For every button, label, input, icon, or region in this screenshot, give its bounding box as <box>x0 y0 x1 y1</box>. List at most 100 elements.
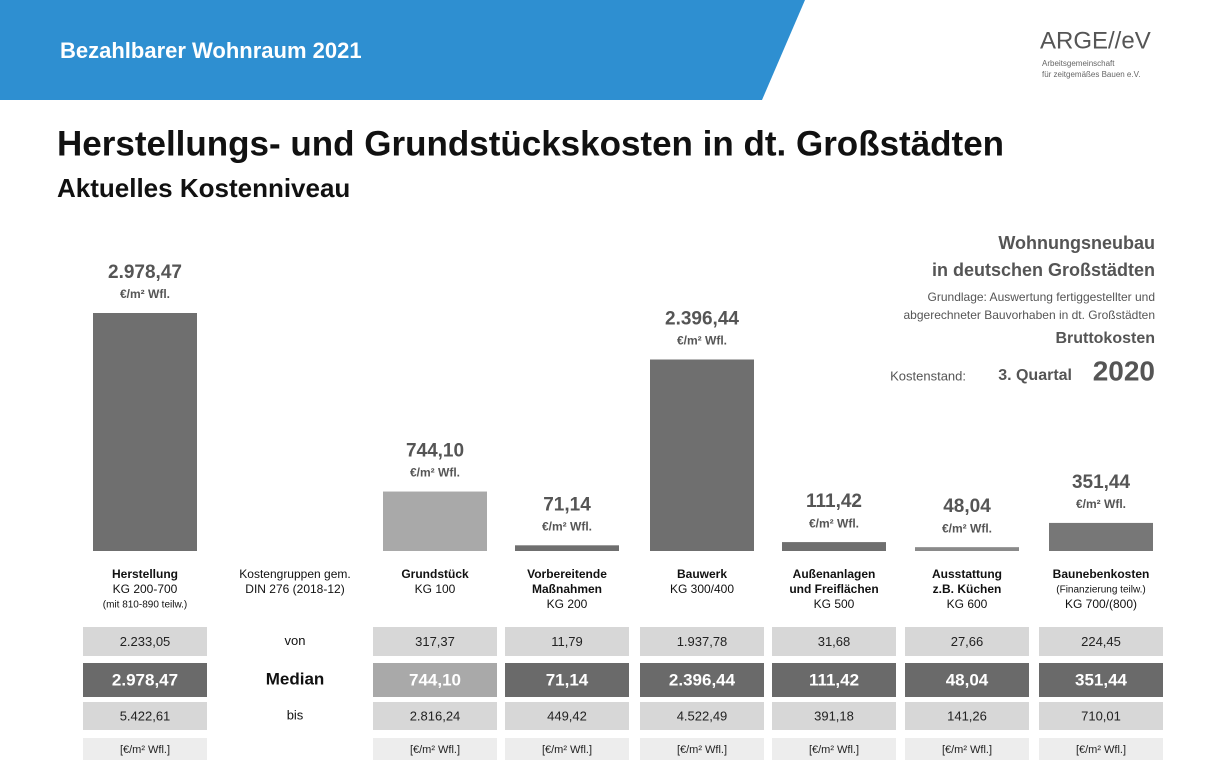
banner-title: Bezahlbarer Wohnraum 2021 <box>60 38 362 63</box>
cell-value: 2.233,05 <box>120 634 171 649</box>
logo-sub: für zeitgemäßes Bauen e.V. <box>1042 70 1140 79</box>
cell-value: 744,10 <box>409 670 461 689</box>
table-cell <box>373 627 497 656</box>
banner <box>0 0 805 100</box>
category-detail: KG 600 <box>947 597 988 611</box>
info-kind: Bruttokosten <box>1055 330 1155 347</box>
value-label: 2.978,47 <box>108 262 182 283</box>
unit-cell <box>640 738 764 760</box>
category-title: z.B. Küchen <box>933 582 1002 596</box>
info-basis: Grundlage: Auswertung fertiggestellter u… <box>928 290 1155 304</box>
table-cell <box>83 702 207 730</box>
value-label: 48,04 <box>943 496 991 517</box>
bar <box>915 547 1019 551</box>
category-detail: KG 200-700 <box>113 582 178 596</box>
category-title: Grundstück <box>401 567 469 581</box>
cell-value: 48,04 <box>946 670 989 689</box>
table-cell <box>640 702 764 730</box>
table-cell <box>83 627 207 656</box>
value-unit: €/m² Wfl. <box>942 521 992 535</box>
info-quarter: 3. Quartal <box>998 367 1072 384</box>
logo: ARGE//eV <box>1040 27 1151 54</box>
group-label: Kostengruppen gem. <box>239 567 350 581</box>
cell-value: 391,18 <box>814 708 854 723</box>
table-cell <box>505 702 629 730</box>
value-unit: €/m² Wfl. <box>677 334 727 348</box>
logo-sub: Arbeitsgemeinschaft <box>1042 59 1115 68</box>
cell-value: 317,37 <box>415 634 455 649</box>
cell-value: 4.522,49 <box>677 708 728 723</box>
table-cell <box>505 627 629 656</box>
value-label: 71,14 <box>543 494 591 515</box>
value-label: 111,42 <box>806 491 862 512</box>
cell-value: 2.396,44 <box>669 670 736 689</box>
value-label: 744,10 <box>406 441 464 462</box>
category-title: Vorbereitende <box>527 567 607 581</box>
table-cell <box>1039 702 1163 730</box>
cell-value: 27,66 <box>951 634 984 649</box>
category-title: Ausstattung <box>932 567 1002 581</box>
table-cell <box>640 627 764 656</box>
info-line: in deutschen Großstädten <box>932 260 1155 280</box>
info-basis: abgerechneter Bauvorhaben in dt. Großstä… <box>904 308 1156 322</box>
value-unit: €/m² Wfl. <box>1076 497 1126 511</box>
bar <box>515 545 619 551</box>
row-label: bis <box>287 707 304 722</box>
category-title: und Freiflächen <box>789 582 878 596</box>
cell-value: 141,26 <box>947 708 987 723</box>
unit-cell <box>1039 738 1163 760</box>
table-cell <box>505 663 629 697</box>
cell-value: 111,42 <box>809 670 859 689</box>
cell-value: 2.816,24 <box>410 708 461 723</box>
table-cell <box>83 663 207 697</box>
category-title: Herstellung <box>112 567 178 581</box>
cell-value: 71,14 <box>546 670 589 689</box>
info-year: 2020 <box>1093 355 1155 386</box>
table-cell <box>1039 663 1163 697</box>
cell-value: 351,44 <box>1075 670 1128 689</box>
bar <box>782 542 886 551</box>
cell-value: 449,42 <box>547 708 587 723</box>
unit-cell <box>373 738 497 760</box>
table-cell <box>772 627 896 656</box>
bar <box>93 313 197 551</box>
cell-value: 1.937,78 <box>677 634 728 649</box>
table-cell <box>373 663 497 697</box>
category-title: Baunebenkosten <box>1053 567 1150 581</box>
unit-label: [€/m² Wfl.] <box>809 744 859 756</box>
info-stand: Kostenstand: <box>890 368 966 383</box>
cell-value: 224,45 <box>1081 634 1121 649</box>
unit-cell <box>83 738 207 760</box>
bar <box>650 359 754 551</box>
unit-cell <box>772 738 896 760</box>
value-unit: €/m² Wfl. <box>542 519 592 533</box>
category-detail: (Finanzierung teilw.) <box>1056 585 1145 596</box>
row-label: Median <box>266 669 325 688</box>
category-detail: KG 300/400 <box>670 582 734 596</box>
table-cell <box>905 663 1029 697</box>
category-title: Außenanlagen <box>793 567 876 581</box>
group-label: DIN 276 (2018-12) <box>245 582 344 596</box>
row-label: von <box>285 633 306 648</box>
unit-label: [€/m² Wfl.] <box>677 744 727 756</box>
cell-value: 2.978,47 <box>112 670 178 689</box>
category-detail: KG 100 <box>415 582 456 596</box>
category-detail: KG 700/(800) <box>1065 597 1137 611</box>
bar <box>1049 522 1153 551</box>
bar <box>383 491 487 551</box>
value-label: 351,44 <box>1072 472 1131 493</box>
table-cell <box>373 702 497 730</box>
value-unit: €/m² Wfl. <box>809 516 859 530</box>
unit-label: [€/m² Wfl.] <box>410 744 460 756</box>
unit-label: [€/m² Wfl.] <box>1076 744 1126 756</box>
table-cell <box>772 663 896 697</box>
category-detail: (mit 810-890 teilw.) <box>103 600 187 611</box>
unit-label: [€/m² Wfl.] <box>120 744 170 756</box>
value-label: 2.396,44 <box>665 309 739 330</box>
value-unit: €/m² Wfl. <box>410 466 460 480</box>
category-detail: KG 200 <box>547 597 588 611</box>
info: Wohnungsneubau in deutschen Großstädten … <box>890 233 1155 387</box>
info-line: Wohnungsneubau <box>998 233 1155 253</box>
table-cell <box>772 702 896 730</box>
